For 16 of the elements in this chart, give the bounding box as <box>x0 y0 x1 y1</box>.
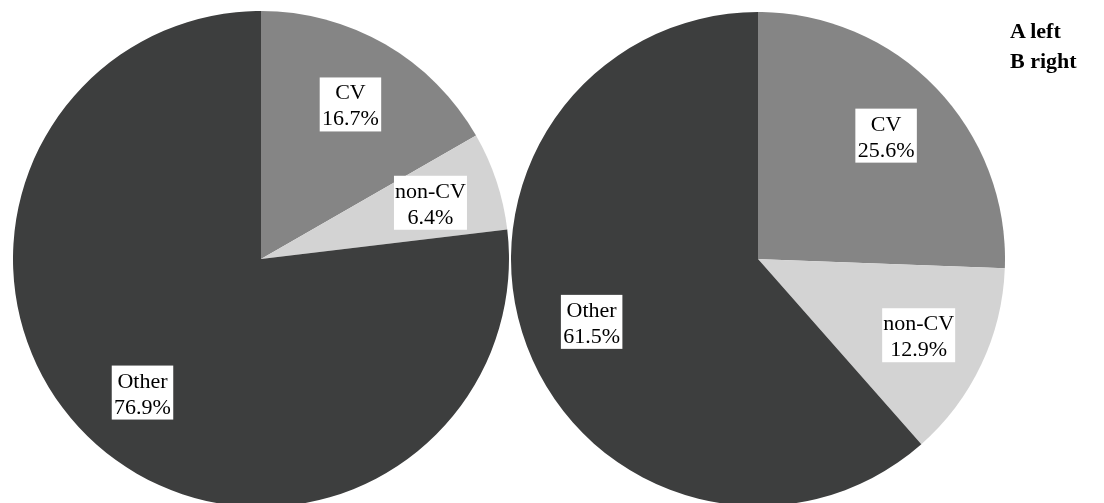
text: B right <box>1010 48 1077 74</box>
pie-slice <box>758 12 1005 269</box>
slice-label: Other <box>566 296 618 322</box>
pie-slice <box>261 11 477 259</box>
slice-label: non-CV <box>395 177 467 203</box>
text: A left <box>1010 18 1061 44</box>
slice-label: CV <box>870 110 902 136</box>
slice-label: non-CV <box>883 310 955 336</box>
data-label: 76.9% <box>114 393 171 419</box>
slice-label: Other <box>117 367 169 393</box>
data-label: 6.4% <box>407 203 454 229</box>
data-label: 16.7% <box>322 105 379 131</box>
data-label: 25.6% <box>857 136 915 162</box>
data-label: 61.5% <box>563 322 621 348</box>
slice-label: CV <box>335 79 366 105</box>
data-label: 12.9% <box>890 336 948 362</box>
